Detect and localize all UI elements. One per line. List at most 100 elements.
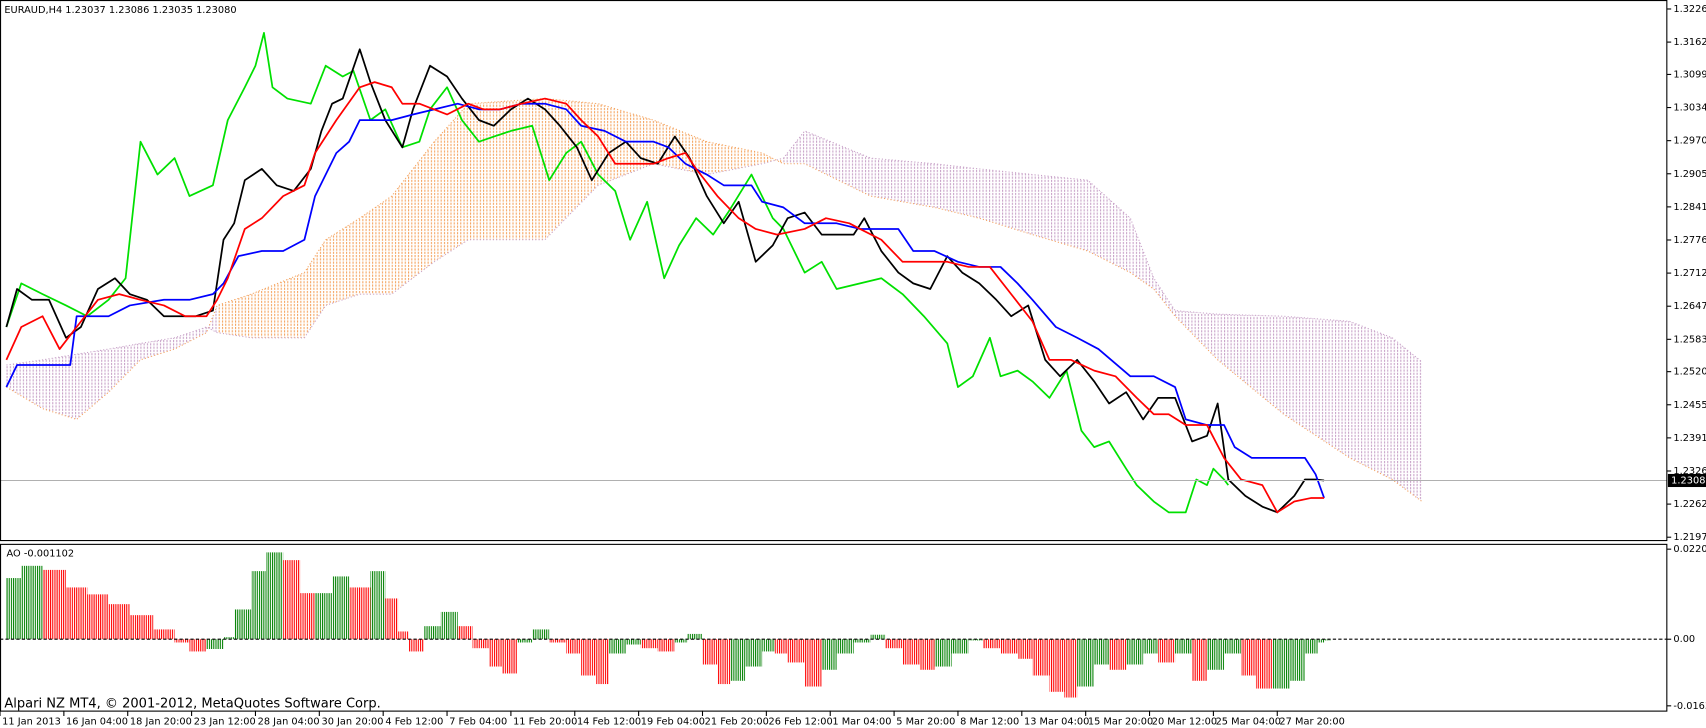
ao-bar (774, 639, 788, 654)
x-tick-label: 19 Feb 04:00 (641, 716, 705, 727)
ao-bar (457, 626, 473, 640)
ao-bar (6, 578, 22, 640)
cloud-segment (174, 326, 207, 350)
ao-bar (1290, 639, 1305, 681)
y-tick-label: -0.01634 (1673, 701, 1706, 712)
lines-layer (0, 31, 1667, 698)
ao-bar (370, 571, 386, 640)
series-line (5, 102, 1325, 499)
ao-bar (934, 639, 952, 667)
ao-bar (608, 639, 626, 654)
y-tick-label: 1.30990 (1673, 69, 1706, 80)
y-tick-label: 1.25200 (1673, 367, 1706, 378)
y-tick-label: 1.23265 (1673, 466, 1706, 477)
ao-bar (532, 629, 550, 640)
x-tick-label: 23 Jan 12:00 (194, 716, 256, 727)
series-line (5, 48, 1325, 514)
cloud-segment (42, 354, 77, 420)
y-tick-label: 1.24555 (1673, 400, 1706, 411)
y-tick-label: 1.21975 (1673, 532, 1706, 543)
ao-frame (0, 543, 1668, 712)
ao-bar (870, 634, 886, 640)
ao-bar (1049, 639, 1065, 692)
ao-bar (65, 587, 88, 640)
cloud-segment (434, 103, 469, 262)
cloud-segment (1130, 218, 1154, 290)
x-tick-label: 1 Mar 04:00 (832, 716, 891, 727)
cloud-segment (1217, 314, 1284, 415)
ao-bar (702, 639, 718, 665)
ao-bar (21, 565, 43, 640)
y-tick-label: 1.31620 (1673, 37, 1706, 48)
ao-bar (502, 639, 518, 674)
y-tick-label: 1.22620 (1673, 499, 1706, 510)
ao-bar (489, 639, 503, 667)
ao-bar (1224, 639, 1242, 654)
ao-bar (951, 639, 969, 654)
ao-bar (1143, 639, 1159, 654)
x-tick-label: 20 Mar 12:00 (1152, 716, 1217, 727)
y-tick-label: 1.23910 (1673, 433, 1706, 444)
ao-bar (174, 639, 190, 643)
ao-bar (108, 604, 130, 640)
ao-bar (266, 552, 284, 640)
ao-bar (153, 629, 175, 640)
ao-bar (349, 587, 371, 640)
cloud-segment (251, 272, 305, 338)
y-tick-label: 1.26475 (1673, 301, 1706, 312)
ao-bar (1064, 639, 1078, 698)
ao-bar (1000, 639, 1018, 654)
cloud-segment (934, 163, 980, 219)
cloud-segment (325, 218, 360, 306)
x-tick-label: 26 Feb 12:00 (769, 716, 833, 727)
ao-bar (1032, 639, 1050, 676)
cloud-segment (206, 305, 218, 333)
cloud-segment (870, 158, 935, 208)
series-line (5, 31, 1230, 514)
x-tick-label: 21 Feb 20:00 (705, 716, 769, 727)
ao-bar (885, 639, 903, 649)
x-tick-label: 4 Feb 12:00 (385, 716, 443, 727)
y-tick-label: 1.29055 (1673, 169, 1706, 180)
ao-bar (300, 593, 316, 640)
cloud-layer (6, 98, 1423, 502)
cloud-segment (359, 196, 392, 295)
ao-bar (315, 593, 333, 640)
y-tick-label: 1.28410 (1673, 202, 1706, 213)
cloud-segment (804, 130, 871, 197)
cloud-segment (1175, 310, 1218, 360)
cloud-segment (76, 349, 109, 420)
ao-bar (1273, 639, 1291, 689)
main-frame (0, 0, 1668, 542)
ao-bar (1241, 639, 1256, 676)
y-tick-label: 1.27765 (1673, 235, 1706, 246)
cloud-segment (217, 294, 252, 338)
ao-bar (1077, 639, 1095, 687)
x-tick-label: 18 Jan 20:00 (130, 716, 192, 727)
ao-bar (821, 639, 837, 670)
ao-bar (640, 639, 658, 649)
ao-bar (730, 639, 746, 681)
x-tick-label: 7 Feb 04:00 (449, 716, 507, 727)
ao-header: AO -0.001102 (7, 549, 75, 560)
ao-bar (1192, 639, 1208, 681)
x-tick-label: 27 Mar 20:00 (1279, 716, 1344, 727)
x-tick-label: 30 Jan 20:00 (321, 716, 383, 727)
x-tick-label: 14 Feb 12:00 (577, 716, 641, 727)
ao-bar (398, 631, 409, 640)
cloud-segment (544, 98, 599, 240)
y-tick-label: 1.30345 (1673, 103, 1706, 114)
y-tick-label: 0.02209 (1673, 544, 1706, 555)
ao-bar (129, 615, 154, 640)
ao-bar (87, 594, 109, 640)
ao-bar (919, 639, 935, 670)
ao-bar (206, 639, 224, 650)
cloud-segment (1349, 321, 1393, 480)
ao-bar (1109, 639, 1127, 670)
y-tick-label: 1.32265 (1673, 4, 1706, 15)
ao-bar (687, 633, 703, 640)
ao-bar (332, 576, 350, 640)
x-tick-label: 28 Jan 04:00 (258, 716, 320, 727)
ao-bar (762, 639, 775, 652)
cloud-segment (391, 141, 435, 295)
